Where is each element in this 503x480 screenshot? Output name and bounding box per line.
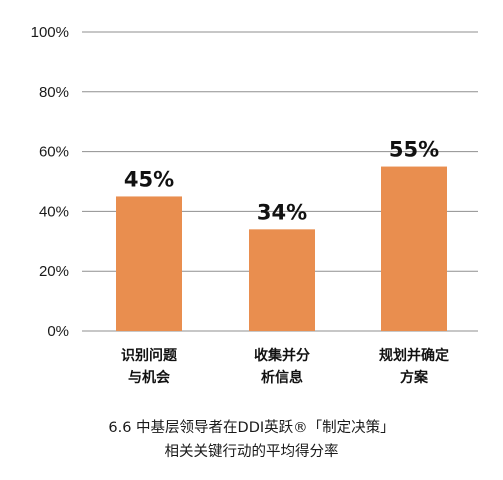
y-tick-label: 0% <box>47 323 69 340</box>
y-tick-label: 20% <box>39 263 69 280</box>
y-tick-label: 60% <box>39 144 69 161</box>
caption-line-2: 相关关键行动的平均得分率 <box>164 444 339 460</box>
x-category-label: 与机会 <box>128 369 171 386</box>
data-label: 34% <box>257 200 307 224</box>
bar <box>249 229 315 331</box>
bar <box>116 196 182 331</box>
x-category-label: 析信息 <box>261 369 303 386</box>
y-tick-label: 80% <box>39 84 69 101</box>
y-tick-label: 40% <box>39 203 69 220</box>
data-label: 55% <box>389 138 439 162</box>
data-label: 45% <box>124 167 174 191</box>
caption-line-1: 6.6 中基层领导者在DDI英跃®「制定决策」 <box>108 420 395 436</box>
bar <box>381 166 447 331</box>
x-category-label: 规划并确定 <box>379 347 449 364</box>
x-category-label: 识别问题 <box>121 347 178 364</box>
x-category-label: 收集并分 <box>254 347 310 364</box>
x-category-label: 方案 <box>400 369 429 386</box>
y-tick-label: 100% <box>31 24 69 41</box>
